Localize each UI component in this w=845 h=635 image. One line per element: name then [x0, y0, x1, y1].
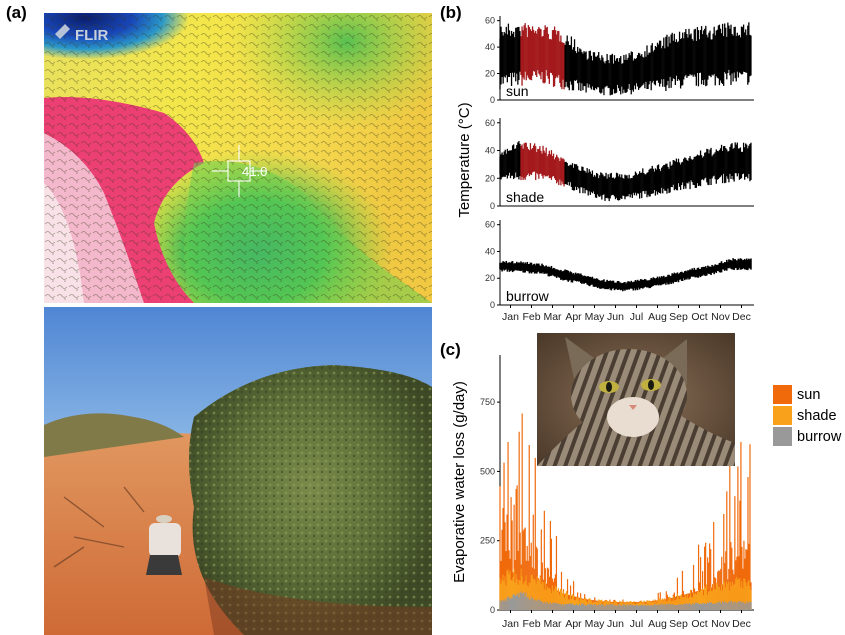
- legend-label-shade: shade: [797, 407, 837, 424]
- month-label-b: Mar: [543, 311, 562, 323]
- legend: sun shade burrow: [773, 384, 841, 447]
- month-label-b: Jun: [607, 311, 624, 323]
- cat-photo: [537, 333, 735, 466]
- legend-item-burrow: burrow: [773, 426, 841, 447]
- y-tick-label-burrow: 60: [485, 220, 495, 230]
- panel-label-a: (a): [6, 3, 27, 22]
- month-label-b: Jul: [630, 311, 643, 323]
- series-label-sun: sun: [506, 83, 529, 99]
- y-tick-label-shade: 40: [485, 146, 495, 156]
- month-label-b: Nov: [711, 311, 730, 323]
- month-label-b: Dec: [732, 311, 751, 323]
- month-label-b: Aug: [648, 311, 667, 323]
- panel-label-c: (c): [440, 340, 461, 359]
- y-tick-label-shade: 20: [485, 173, 495, 183]
- y-tick-label-sun: 20: [485, 69, 495, 79]
- legend-label-burrow: burrow: [797, 428, 842, 445]
- subplot-sun: 0 20 40 60 sun: [485, 16, 754, 105]
- thermal-image: 41.0 FLIR: [44, 13, 432, 303]
- flir-logo-text: FLIR: [75, 27, 108, 44]
- y-tick-label-shade: 60: [485, 118, 495, 128]
- thermal-readout: 41.0: [242, 164, 267, 179]
- subplot-shade: 0 20 40 60 shade: [485, 118, 754, 211]
- crosshair-icon: [212, 145, 266, 197]
- month-label-b: Oct: [691, 311, 707, 323]
- series-label-shade: shade: [506, 189, 544, 205]
- legend-swatch-burrow: [773, 427, 792, 446]
- month-label-b: Apr: [565, 311, 582, 323]
- subplot-burrow: 0 20 40 60 burrow: [485, 220, 754, 310]
- y-tick-label-burrow: 20: [485, 273, 495, 283]
- desert-photo: [44, 307, 432, 635]
- legend-swatch-sun: [773, 385, 792, 404]
- y-tick-label-sun: 40: [485, 42, 495, 52]
- month-label-b: Jan: [502, 311, 519, 323]
- flir-logo-icon: [55, 24, 70, 39]
- legend-item-sun: sun: [773, 384, 841, 405]
- month-label-b: Sep: [669, 311, 688, 323]
- y-tick-label-shade: 0: [490, 201, 495, 211]
- series-label-burrow: burrow: [506, 288, 550, 304]
- legend-label-sun: sun: [797, 386, 821, 403]
- person-figure: [146, 515, 182, 575]
- legend-swatch-shade: [773, 406, 792, 425]
- panel-label-b: (b): [440, 3, 462, 22]
- y-tick-label-sun: 60: [485, 16, 495, 26]
- legend-item-shade: shade: [773, 405, 841, 426]
- y-tick-label-burrow: 0: [490, 300, 495, 310]
- temperature-ylabel: Temperature (°C): [456, 102, 473, 217]
- y-tick-label-burrow: 40: [485, 246, 495, 256]
- y-tick-label-sun: 0: [490, 95, 495, 105]
- month-label-b: May: [585, 311, 606, 323]
- month-label-b: Feb: [522, 311, 540, 323]
